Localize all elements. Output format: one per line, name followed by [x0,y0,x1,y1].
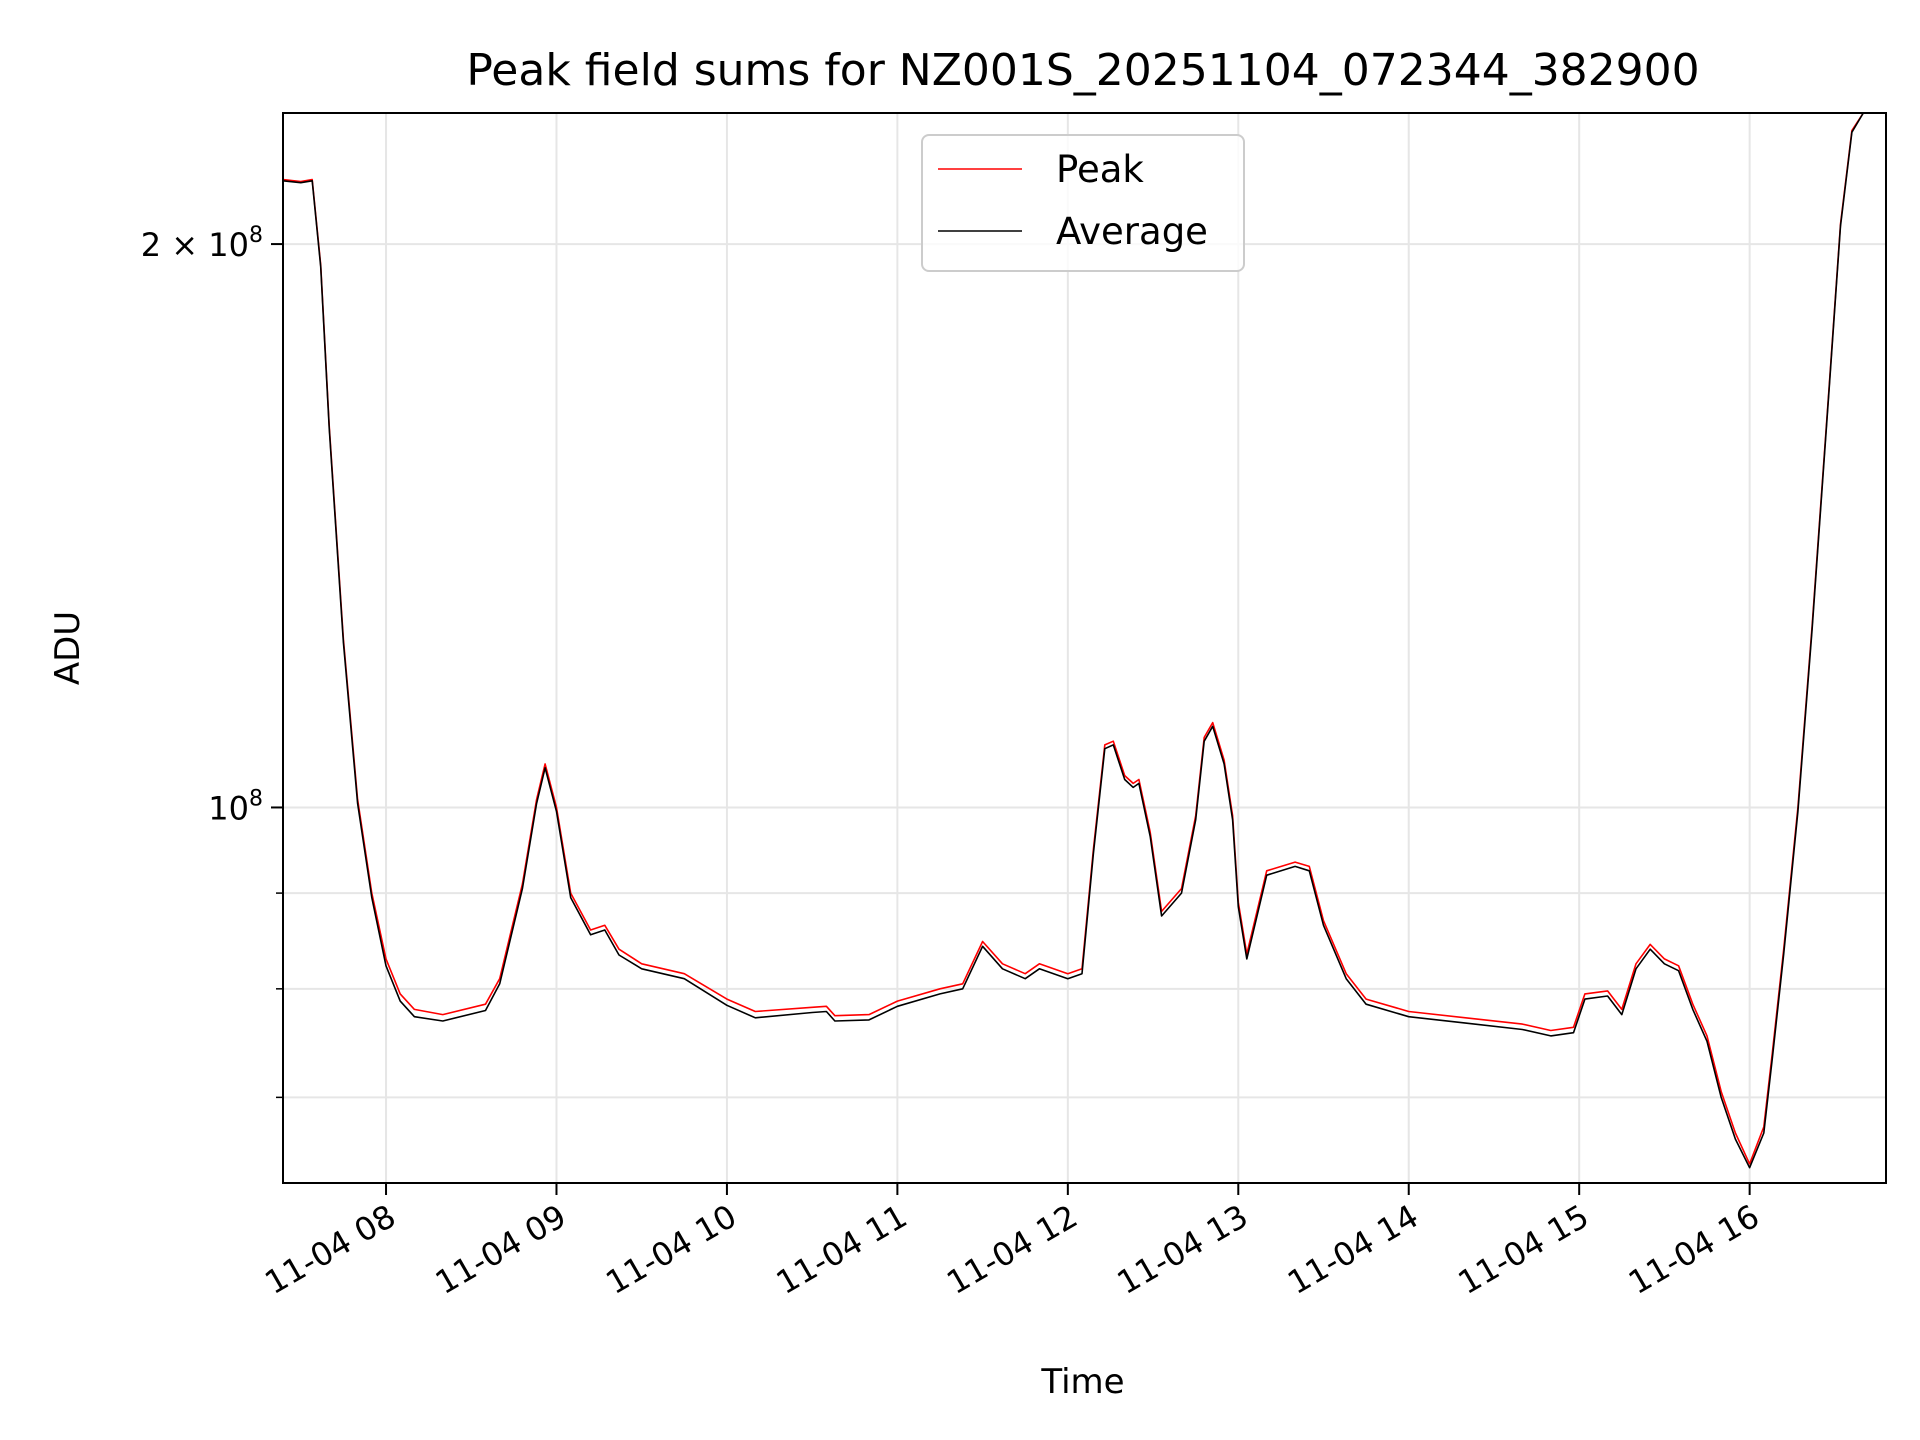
y-axis: 108 2 × 108 [141,223,283,1099]
series-line-average [282,112,1886,1169]
y-tick-label: 2 × 108 [141,223,263,264]
plot-area [282,112,1886,1169]
legend: Peak Average [921,134,1245,272]
y-axis-title: ADU [48,611,88,685]
legend-label-average: Average [1056,210,1208,253]
plot-frame [282,112,1887,1184]
x-axis-title: Time [1040,1362,1124,1402]
legend-label-peak: Peak [1056,148,1144,191]
chart-title: Peak field sums for NZ001S_20251104_0723… [466,45,1699,96]
y-tick-label: 108 [208,786,263,827]
